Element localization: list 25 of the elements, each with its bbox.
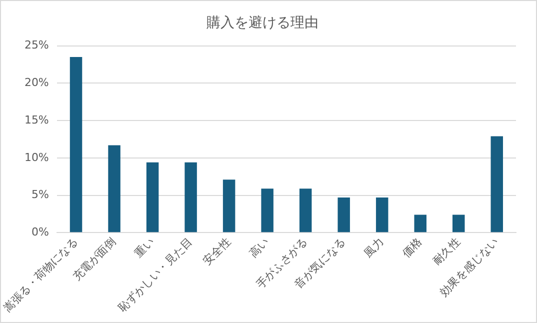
bar xyxy=(70,57,82,232)
bar xyxy=(261,188,274,232)
y-tick-label: 25% xyxy=(24,38,49,52)
y-tick-label: 5% xyxy=(31,188,49,202)
y-tick-label: 10% xyxy=(24,150,49,164)
bar xyxy=(338,198,350,232)
bar xyxy=(222,180,236,232)
x-tick-label: 重い xyxy=(132,235,157,260)
x-tick-label: 安全性 xyxy=(200,235,234,268)
x-tick-label: 風力 xyxy=(361,235,386,260)
y-tick-label: 20% xyxy=(24,76,49,90)
bar xyxy=(146,162,159,232)
x-tick-label: 高い xyxy=(246,235,272,260)
bar xyxy=(376,198,388,232)
y-tick-label: 0% xyxy=(31,226,49,239)
bar xyxy=(184,162,197,232)
x-tick-label: 耐久性 xyxy=(430,235,463,268)
y-tick-label: 15% xyxy=(24,113,49,126)
bar xyxy=(414,214,426,232)
chart-title: 購入を避ける理由 xyxy=(206,15,318,32)
bar xyxy=(452,214,465,232)
bar xyxy=(108,145,120,232)
x-tick-label: 価格 xyxy=(400,235,424,260)
bar xyxy=(299,188,312,232)
bar xyxy=(490,136,503,232)
